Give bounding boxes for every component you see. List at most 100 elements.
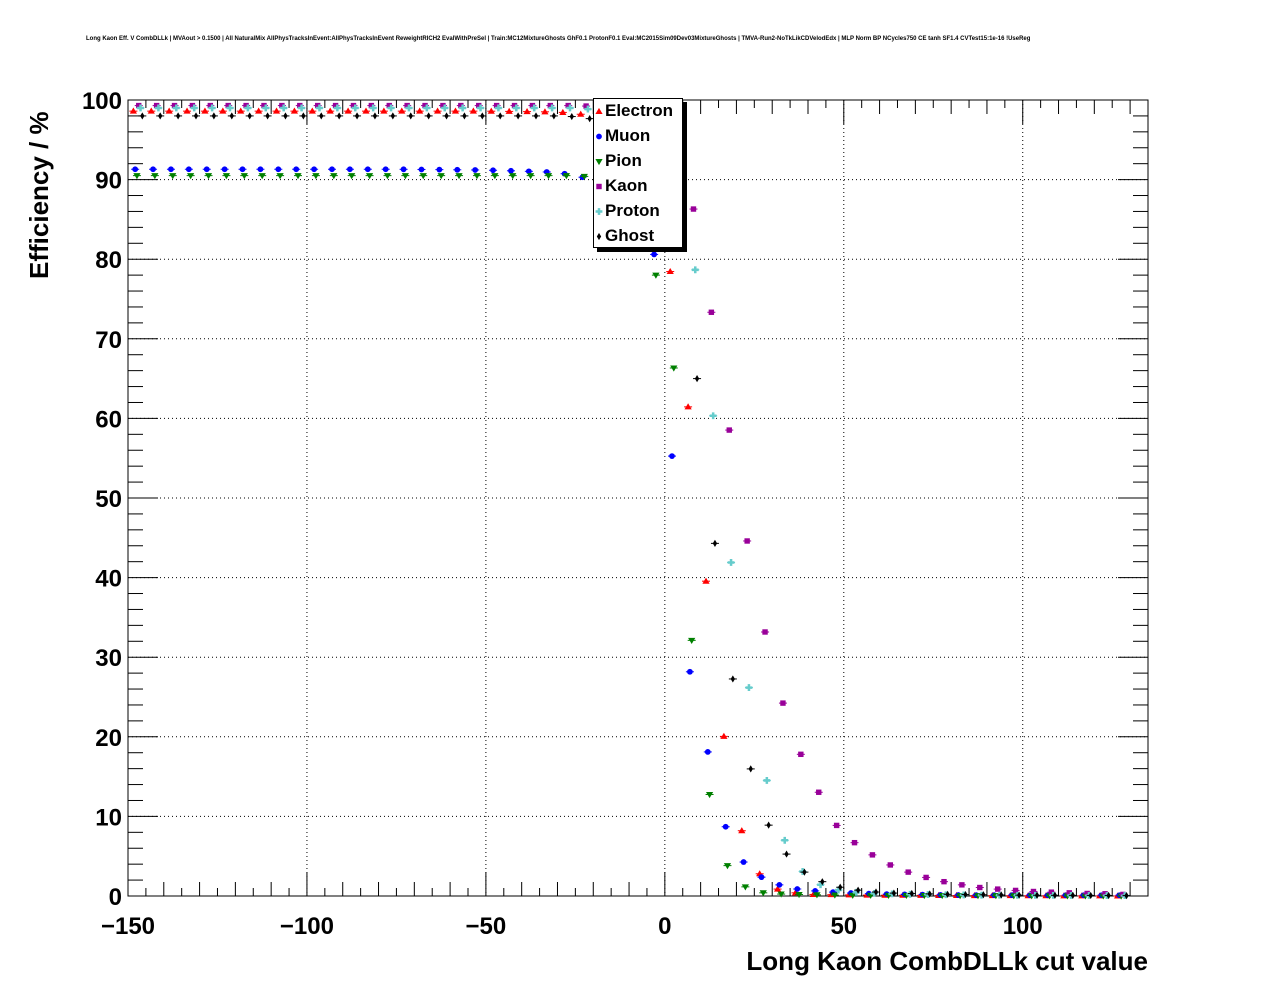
data-point [203, 166, 210, 173]
data-point [1106, 891, 1111, 900]
data-point [795, 892, 803, 899]
data-point [175, 112, 181, 120]
data-point [720, 732, 728, 739]
y-tick-label: 90 [95, 168, 122, 195]
data-point [351, 104, 359, 112]
x-tick-label: 50 [830, 913, 857, 940]
data-point [569, 112, 574, 121]
y-tick-label: 70 [95, 327, 122, 354]
data-point [480, 112, 485, 120]
data-point [472, 167, 479, 173]
legend-marker-shape [596, 183, 602, 190]
data-point [994, 886, 1001, 892]
legend-marker-ghost [596, 232, 602, 241]
data-point [730, 675, 736, 683]
data-point [498, 112, 503, 120]
x-tick-label: −50 [466, 913, 507, 940]
data-point [405, 104, 413, 112]
data-point [372, 112, 378, 120]
data-point [1102, 891, 1108, 897]
data-point [153, 102, 160, 109]
data-point [473, 173, 481, 180]
data-point [509, 173, 517, 180]
y-tick-label: 10 [95, 804, 122, 831]
data-point [548, 104, 556, 112]
data-point [1052, 891, 1058, 899]
data-point [332, 102, 339, 109]
data-point [794, 886, 801, 892]
data-point [999, 891, 1004, 899]
data-point [709, 412, 717, 420]
data-point [740, 859, 747, 865]
legend-label-pion: Pion [605, 151, 642, 170]
data-point [530, 104, 538, 112]
data-point [272, 107, 281, 114]
data-point [1084, 890, 1090, 897]
data-point [382, 166, 389, 173]
data-point [347, 166, 353, 173]
data-point [838, 883, 843, 891]
data-point [835, 886, 842, 894]
data-point [547, 102, 554, 109]
data-point [1048, 889, 1055, 895]
data-point [279, 102, 285, 109]
data-point [981, 891, 986, 899]
data-point [362, 107, 370, 114]
data-point [493, 102, 500, 109]
data-marks [129, 102, 1131, 900]
data-point [243, 102, 249, 109]
data-point [515, 112, 521, 120]
legend-item-ghost: Ghost [594, 224, 682, 249]
data-point [533, 112, 539, 120]
data-point [386, 102, 392, 109]
legend-marker-kaon [596, 183, 602, 190]
data-point [565, 102, 571, 109]
data-point [423, 104, 431, 112]
data-point [723, 863, 732, 870]
data-point [189, 102, 196, 109]
data-point [262, 104, 270, 112]
chart-title: Long Kaon Eff. V CombDLLk | MVAout > 0.1… [86, 36, 1031, 42]
data-point [758, 874, 765, 881]
data-point [330, 173, 338, 180]
data-point [652, 272, 660, 279]
data-point [211, 112, 217, 120]
data-point [722, 823, 729, 830]
data-point [437, 173, 445, 180]
data-point [587, 115, 592, 123]
data-point [1030, 888, 1037, 895]
data-point [780, 700, 786, 706]
data-point [512, 104, 520, 112]
legend: Electron Muon Pion Kaon Proton Ghost [593, 98, 683, 248]
legend-marker-proton [595, 208, 603, 215]
data-point [923, 874, 929, 881]
data-point [301, 112, 306, 120]
data-point [419, 173, 427, 180]
data-point [763, 777, 771, 784]
legend-marker-shape [595, 158, 603, 166]
data-point [666, 267, 674, 275]
data-point [255, 107, 263, 114]
data-point [873, 888, 879, 896]
legend-item-muon: Muon [594, 124, 682, 149]
data-point [851, 839, 858, 846]
data-point [523, 108, 531, 115]
data-point [959, 882, 965, 888]
data-point [909, 889, 914, 898]
data-point [559, 108, 567, 115]
legend-label-proton: Proton [605, 201, 660, 220]
data-point [368, 102, 375, 109]
data-point [888, 890, 896, 898]
data-point [495, 104, 502, 112]
data-point [690, 206, 697, 212]
data-point [140, 112, 145, 120]
data-point [158, 112, 163, 120]
data-point [283, 112, 288, 120]
x-tick-label: −100 [280, 913, 334, 940]
data-point [580, 173, 588, 181]
data-point [745, 684, 753, 692]
data-point [1016, 891, 1022, 899]
data-point [759, 890, 767, 897]
data-point [1088, 891, 1093, 900]
data-point [816, 789, 822, 795]
